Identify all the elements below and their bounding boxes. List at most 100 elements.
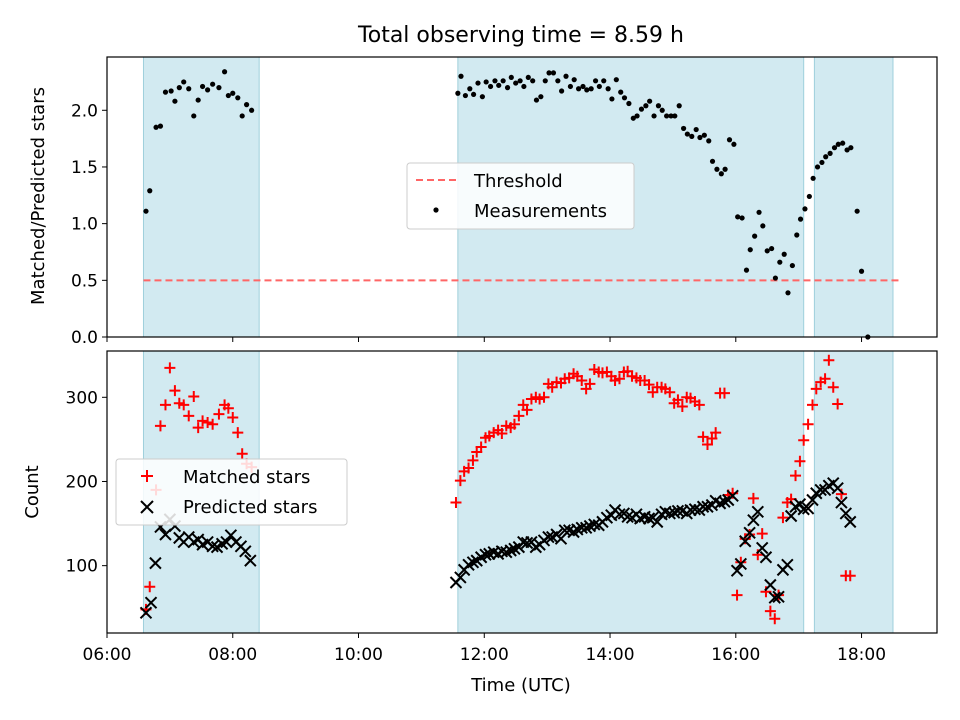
- predicted-star-point: [764, 578, 777, 592]
- measurement-point: [162, 89, 169, 95]
- predicted-star-point: [726, 489, 739, 502]
- matched-star-point: [513, 410, 525, 422]
- measurement-point: [655, 103, 662, 109]
- measurement-point: [559, 88, 565, 94]
- predicted-star-point: [772, 590, 785, 604]
- measurement-point: [760, 223, 766, 229]
- matched-star-point: [718, 387, 730, 399]
- measurement-point: [235, 95, 241, 101]
- measurement-point: [513, 80, 519, 86]
- predicted-star-point: [755, 541, 769, 555]
- matched-star-point: [701, 438, 713, 450]
- measurement-point: [747, 247, 753, 253]
- measurement-point: [697, 134, 703, 141]
- matched-star-point: [802, 418, 814, 430]
- measurement-point: [647, 98, 653, 104]
- predicted-star-point: [466, 556, 480, 569]
- predicted-star-point: [747, 513, 760, 527]
- matched-star-point: [227, 412, 239, 424]
- measurement-point: [533, 97, 540, 103]
- matched-star-point: [202, 417, 214, 429]
- matched-star-point: [463, 462, 475, 474]
- measurement-point: [147, 188, 153, 194]
- measurement-point: [168, 88, 174, 94]
- matched-star-point: [538, 391, 550, 403]
- measurement-point: [684, 131, 690, 137]
- predicted-star-point: [718, 495, 731, 508]
- xtick-label: 12:00: [460, 645, 509, 665]
- measurement-point: [230, 90, 236, 96]
- predicted-star-point: [144, 596, 158, 609]
- measurement-point: [785, 290, 791, 296]
- top-ytick-label: 2.0: [71, 101, 98, 121]
- predicted-star-point: [814, 483, 827, 497]
- measurement-point: [840, 140, 846, 146]
- bottom-ytick-label: 200: [66, 472, 98, 492]
- matched-star-point: [584, 378, 596, 390]
- predicted-star-point: [739, 535, 752, 548]
- matched-star-point: [827, 381, 839, 393]
- measurement-point: [672, 113, 678, 119]
- measurement-point: [455, 90, 461, 96]
- matched-star-point: [794, 455, 806, 467]
- matched-star-point: [521, 404, 533, 416]
- measurement-point: [195, 97, 201, 103]
- matched-star-point: [222, 402, 234, 414]
- matched-star-point: [823, 354, 835, 366]
- measurement-point: [764, 248, 770, 254]
- predicted-star-point: [844, 515, 857, 529]
- measurement-point: [508, 74, 514, 81]
- bottom-legend: Matched stars Predicted stars: [115, 458, 348, 526]
- matched-star-point: [810, 383, 822, 395]
- predicted-star-point: [784, 509, 798, 523]
- top-legend: Threshold Measurements: [406, 162, 635, 230]
- bottom-shaded-band-2: [457, 350, 805, 634]
- matched-star-point: [236, 448, 248, 460]
- top-ytick-label: 1.0: [71, 215, 98, 235]
- measurement-point: [239, 113, 245, 119]
- measurement-point: [243, 102, 250, 108]
- predicted-star-point: [224, 529, 238, 542]
- measurement-point: [831, 145, 838, 151]
- matched-star-point: [178, 399, 190, 411]
- measurement-point: [844, 147, 850, 153]
- measurement-point: [538, 94, 544, 100]
- measurement-point: [823, 154, 829, 160]
- bottom-ytick-label: 100: [66, 557, 98, 577]
- measurement-point: [487, 83, 494, 90]
- measurement-point: [668, 113, 674, 119]
- predicted-star-point: [759, 551, 773, 564]
- predicted-star-point: [781, 558, 794, 572]
- predicted-star-point: [621, 510, 634, 524]
- measurement-point: [714, 166, 720, 172]
- predicted-star-point: [688, 503, 702, 516]
- legend-predicted-label: Predicted stars: [183, 497, 317, 518]
- measurement-point: [676, 103, 682, 109]
- top-series-measurements: [143, 69, 871, 340]
- bottom-series-matched-stars: [140, 354, 856, 625]
- measurement-point: [458, 73, 464, 79]
- measurement-point: [601, 78, 607, 84]
- matched-star-point: [706, 433, 718, 445]
- measurement-point: [752, 233, 758, 239]
- measurement-point: [249, 107, 255, 113]
- measurement-point: [651, 113, 657, 119]
- measurement-point: [225, 92, 231, 99]
- measurement-point: [475, 80, 481, 86]
- measurement-point: [772, 275, 779, 281]
- predicted-star-point: [149, 556, 162, 570]
- predicted-star-point: [663, 507, 676, 520]
- matched-star-point: [207, 418, 219, 430]
- measurement-point: [806, 193, 812, 200]
- matched-star-point: [576, 374, 588, 386]
- measurement-point: [789, 262, 795, 269]
- measurement-point: [858, 268, 865, 274]
- top-axes-frame: [106, 56, 938, 338]
- legend-threshold-label: Threshold: [473, 171, 563, 192]
- legend-measurements-swatch: [433, 207, 439, 213]
- matched-star-point: [144, 581, 156, 593]
- measurement-point: [496, 82, 502, 88]
- matched-star-point: [769, 613, 781, 625]
- measurement-point: [693, 126, 699, 133]
